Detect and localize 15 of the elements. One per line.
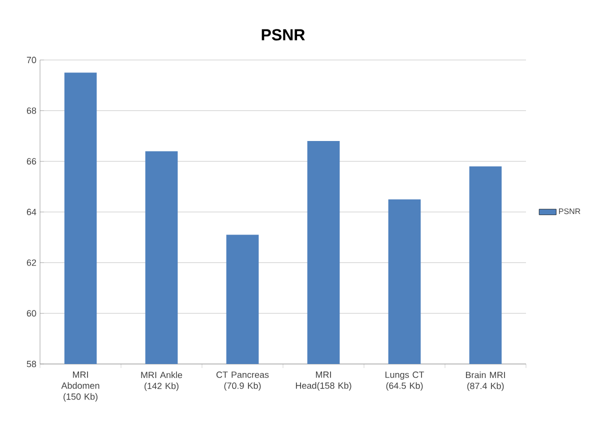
y-tick-label: 60 — [26, 310, 36, 317]
y-tick-label: 64 — [26, 208, 36, 216]
y-tick-label: 66 — [26, 158, 36, 165]
x-tick-label: MRI Ankle (142 Kb) — [141, 372, 182, 391]
x-tick-label: MRI Head(158 Kb) — [296, 372, 352, 391]
chart-title: PSNR — [262, 29, 305, 40]
y-tick-label: 68 — [26, 107, 36, 114]
x-tick-label: MRI Abdomen (150 Kb) — [61, 372, 100, 402]
x-tick-label: Lungs CT (64.5 Kb) — [385, 372, 424, 391]
x-tick-label: Brain MRI (87.4 Kb) — [466, 372, 505, 391]
y-tick-label: 62 — [26, 259, 36, 266]
y-tick-label: 70 — [26, 56, 36, 64]
y-tick-label: 58 — [26, 360, 36, 368]
x-tick-label: CT Pancreas (70.9 Kb) — [216, 372, 269, 391]
legend-label: PSNR — [559, 208, 580, 214]
